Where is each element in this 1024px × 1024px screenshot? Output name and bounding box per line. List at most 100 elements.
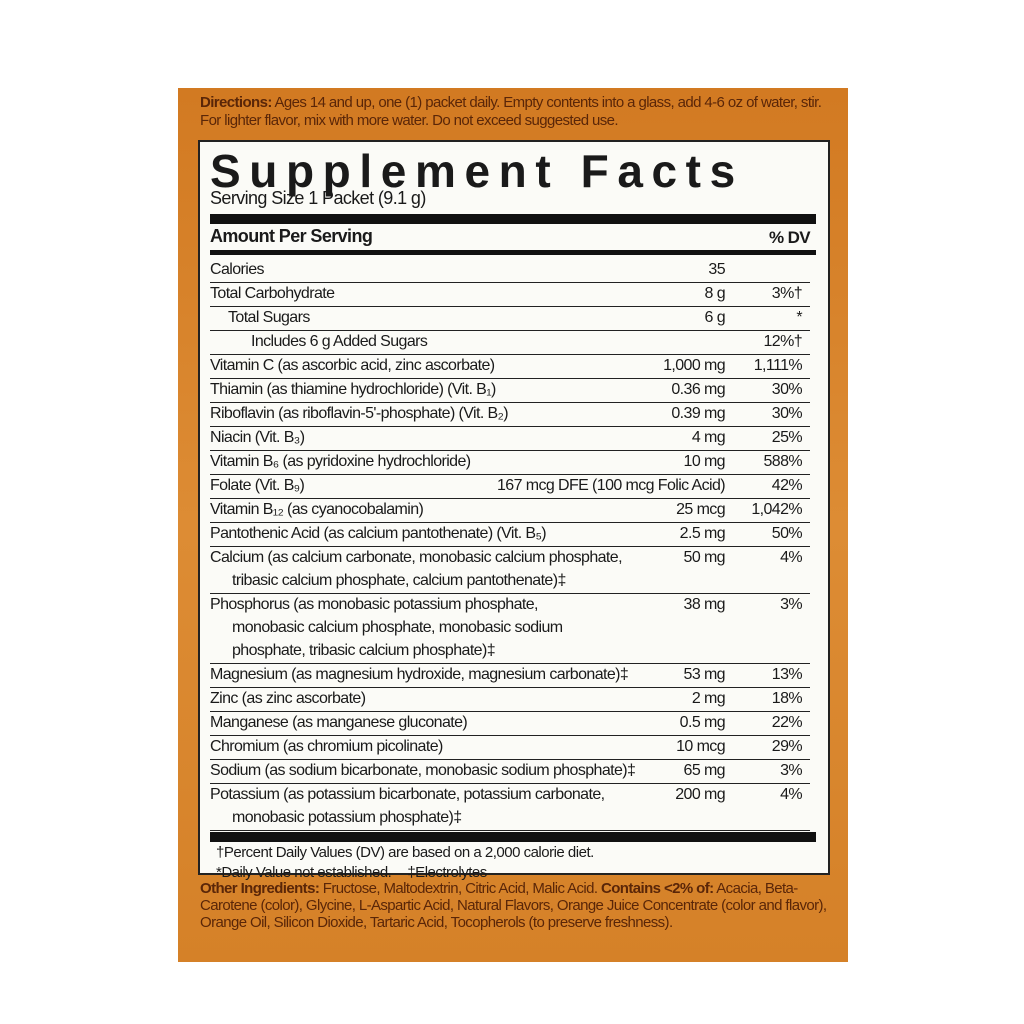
nutrient-name: monobasic potassium phosphate)‡ xyxy=(232,809,462,826)
directions-text: Ages 14 and up, one (1) packet daily. Em… xyxy=(200,94,822,129)
facts-row: Calcium (as calcium carbonate, monobasic… xyxy=(210,546,810,594)
daily-value: 588% xyxy=(763,453,802,470)
nutrient-name: Sodium (as sodium bicarbonate, monobasic… xyxy=(210,762,636,779)
daily-value: 29% xyxy=(771,738,803,755)
footnote-line: *Daily Value not established. ‡Electrolyt… xyxy=(216,864,487,881)
label-card: Directions: Ages 14 and up, one (1) pack… xyxy=(178,88,848,962)
daily-value: 4% xyxy=(780,786,803,803)
facts-row: Thiamin (as thiamine hydrochloride) (Vit… xyxy=(210,378,810,403)
facts-row: Phosphorus (as monobasic potassium phosp… xyxy=(210,593,810,664)
nutrient-name: Vitamin B₆ (as pyridoxine hydrochloride) xyxy=(210,453,471,470)
nutrient-name: Niacin (Vit. B₃) xyxy=(210,429,305,446)
facts-row: Vitamin B₆ (as pyridoxine hydrochloride)… xyxy=(210,450,810,475)
daily-value: 3% xyxy=(780,762,803,779)
amount: 0.39 mg xyxy=(671,405,725,422)
nutrient-name: phosphate, tribasic calcium phosphate)‡ xyxy=(232,642,496,659)
ingredients-label: Other Ingredients: xyxy=(200,880,320,897)
nutrient-name: Zinc (as zinc ascorbate) xyxy=(210,690,366,707)
daily-value: 4% xyxy=(780,549,803,566)
amount: 2.5 mg xyxy=(679,525,726,542)
daily-value: 25% xyxy=(771,429,803,446)
facts-row: Pantothenic Acid (as calcium pantothenat… xyxy=(210,522,810,547)
facts-row: Potassium (as potassium bicarbonate, pot… xyxy=(210,783,810,831)
nutrient-name: Calories xyxy=(210,261,264,278)
facts-row: Calories 35 xyxy=(210,258,810,283)
thick-rule xyxy=(210,214,816,224)
nutrient-name: monobasic calcium phosphate, monobasic s… xyxy=(232,619,563,636)
dv-header: % DV xyxy=(768,228,811,247)
nutrient-name: Riboflavin (as riboflavin-5'-phosphate) … xyxy=(210,405,509,422)
contains-text: Acacia, Beta-Carotene (color), Glycine, … xyxy=(200,880,827,931)
daily-value: 13% xyxy=(771,666,803,683)
amount: 6 g xyxy=(704,309,726,326)
facts-row: Zinc (as zinc ascorbate) 2 mg 18% xyxy=(210,687,810,712)
nutrient-name: Includes 6 g Added Sugars xyxy=(251,333,428,350)
amount: 167 mcg DFE (100 mcg Folic Acid) xyxy=(497,477,726,494)
ingredients: Other Ingredients: Fructose, Maltodextri… xyxy=(200,880,830,931)
daily-value: 42% xyxy=(771,477,803,494)
facts-panel: Supplement Facts Serving Size 1 Packet (… xyxy=(198,140,830,881)
daily-value: 1,042% xyxy=(751,501,802,518)
daily-value: 3%† xyxy=(771,285,803,302)
footnote: †Percent Daily Values (DV) are based on … xyxy=(216,844,594,861)
daily-value: 3% xyxy=(780,596,803,613)
nutrient-name: Vitamin C (as ascorbic acid, zinc ascorb… xyxy=(210,357,495,374)
amount: 0.5 mg xyxy=(679,714,726,731)
nutrient-name: Chromium (as chromium picolinate) xyxy=(210,738,443,755)
nutrient-name: Potassium (as potassium bicarbonate, pot… xyxy=(210,786,605,803)
nutrient-name: Manganese (as manganese gluconate) xyxy=(210,714,468,731)
facts-row: Vitamin B₁₂ (as cyanocobalamin) 25 mcg 1,0… xyxy=(210,498,810,523)
nutrient-name: tribasic calcium phosphate, calcium pant… xyxy=(232,572,566,589)
amount: 53 mg xyxy=(683,666,726,683)
medium-rule xyxy=(210,250,816,255)
facts-row: Sodium (as sodium bicarbonate, monobasic… xyxy=(210,759,810,784)
panel-title: Supplement Facts xyxy=(210,145,744,197)
amount: 2 mg xyxy=(691,690,726,707)
amount: 65 mg xyxy=(683,762,726,779)
footnote: ‡Electrolytes xyxy=(407,864,487,881)
daily-value: 22% xyxy=(771,714,803,731)
directions: Directions: Ages 14 and up, one (1) pack… xyxy=(200,94,830,130)
facts-row: Chromium (as chromium picolinate) 10 mcg 2… xyxy=(210,735,810,760)
facts-row: Includes 6 g Added Sugars 12%† xyxy=(210,330,810,355)
amount: 10 mg xyxy=(683,453,726,470)
nutrient-name: Magnesium (as magnesium hydroxide, magne… xyxy=(210,666,629,683)
daily-value: 30% xyxy=(771,405,803,422)
contains-label: Contains <2% of: xyxy=(601,880,714,897)
daily-value: 1,111% xyxy=(753,357,803,374)
directions-label: Directions: xyxy=(200,94,272,111)
facts-row: Vitamin C (as ascorbic acid, zinc ascorb… xyxy=(210,354,810,379)
nutrient-name: Folate (Vit. B₉) xyxy=(210,477,305,494)
amount: 38 mg xyxy=(683,596,726,613)
amount: 25 mcg xyxy=(676,501,725,518)
amount: 200 mg xyxy=(675,786,725,803)
facts-row: Total Sugars 6 g * xyxy=(210,306,810,331)
facts-row: Riboflavin (as riboflavin-5'-phosphate) … xyxy=(210,402,810,427)
daily-value: 18% xyxy=(771,690,803,707)
nutrient-name: Total Sugars xyxy=(228,309,310,326)
amount: 4 mg xyxy=(691,429,726,446)
amount: 1,000 mg xyxy=(663,357,726,374)
amount: 10 mcg xyxy=(676,738,725,755)
thick-rule xyxy=(210,832,816,842)
nutrient-name: Calcium (as calcium carbonate, monobasic… xyxy=(210,549,623,566)
footnote: *Daily Value not established. xyxy=(216,864,392,881)
facts-row: Folate (Vit. B₉) 167 mcg DFE (100 mcg Fol… xyxy=(210,474,810,499)
facts-row: Niacin (Vit. B₃) 4 mg 25% xyxy=(210,426,810,451)
nutrient-name: Vitamin B₁₂ (as cyanocobalamin) xyxy=(210,501,424,518)
nutrient-name: Thiamin (as thiamine hydrochloride) (Vit… xyxy=(210,381,496,398)
nutrient-name: Total Carbohydrate xyxy=(210,285,335,302)
facts-row: Magnesium (as magnesium hydroxide, magne… xyxy=(210,663,810,688)
amount-header: Amount Per Serving xyxy=(210,226,373,246)
amount: 8 g xyxy=(704,285,726,302)
daily-value: 30% xyxy=(771,381,803,398)
amount: 50 mg xyxy=(683,549,726,566)
amount: 0.36 mg xyxy=(671,381,725,398)
facts-row: Total Carbohydrate 8 g 3%† xyxy=(210,282,810,307)
nutrient-name: Pantothenic Acid (as calcium pantothenat… xyxy=(210,525,547,542)
facts-row: Manganese (as manganese gluconate) 0.5 mg… xyxy=(210,711,810,736)
nutrient-name: Phosphorus (as monobasic potassium phosp… xyxy=(210,596,538,613)
daily-value: 50% xyxy=(771,525,803,542)
daily-value: * xyxy=(796,309,802,326)
